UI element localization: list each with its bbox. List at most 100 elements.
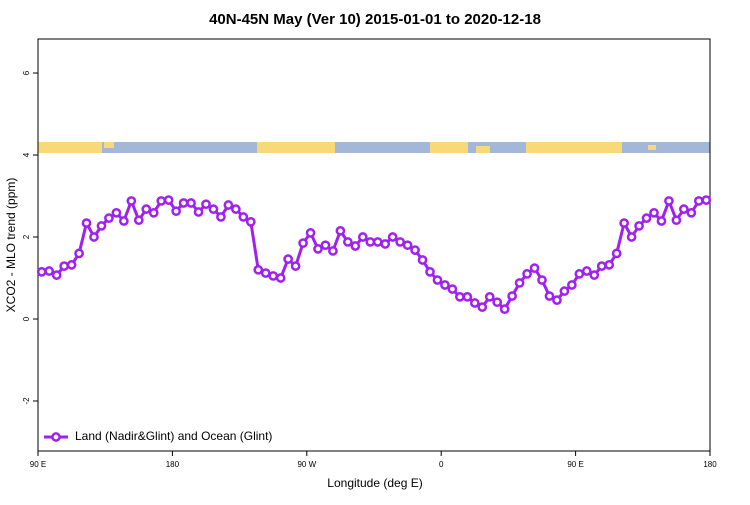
data-point [119,216,129,226]
data-point [66,260,77,270]
data-point [671,215,682,226]
data-point [499,304,510,315]
ocean-strip [38,142,710,153]
data-point [634,221,644,231]
data-point [216,212,226,222]
data-point [559,286,570,296]
data-point [455,292,465,302]
data-point [656,216,667,226]
x-axis-label: Longitude (deg E) [327,476,422,490]
data-point [425,267,435,277]
data-point [664,196,674,206]
legend-marker [51,432,61,442]
data-point [178,198,189,208]
land-strip [526,142,622,153]
data-point [186,198,196,208]
data-point [305,228,316,238]
data-point [417,255,428,265]
data-point [208,204,219,214]
data-point [163,195,174,205]
data-point [686,207,697,218]
y-tick-label: 0 [22,316,31,321]
data-point [268,271,279,281]
y-axis-label: XCO2 - MLO trend (ppm) [4,178,18,313]
land-strip [38,142,102,153]
data-point [44,266,55,276]
data-point [387,232,398,242]
data-point [365,237,376,247]
data-point [581,266,592,276]
surface-strip [38,142,710,153]
data-point [238,212,249,222]
data-point [357,232,368,242]
data-point [372,237,383,247]
data-point [626,232,637,242]
data-point [679,204,689,214]
data-point [290,261,301,271]
land-strip [257,142,335,153]
y-tick-label: 6 [22,70,31,75]
land-strip [476,146,490,153]
data-point [537,275,547,285]
x-tick-label: 180 [166,460,180,469]
data-point [350,241,361,251]
data-point [477,302,488,312]
data-point [552,295,562,305]
x-tick-label: 90 E [567,460,583,469]
data-point [335,226,346,236]
data-point [567,280,577,290]
data-point [484,292,495,302]
data-point [298,238,308,249]
legend-label: Land (Nadir&Glint) and Ocean (Glint) [75,429,272,443]
data-point [410,245,420,255]
y-tick-label: -2 [22,397,31,405]
y-tick-label: 4 [22,152,31,157]
data-point [59,261,69,271]
data-point [126,196,137,206]
data-point [231,204,241,214]
data-point [649,207,659,218]
data-point [36,267,47,277]
x-tick-label: 180 [703,460,717,469]
data-point [395,237,405,247]
data-point [693,196,704,206]
data-point [171,206,181,217]
data-point [343,237,353,247]
data-point [611,248,622,259]
data-point [148,207,159,218]
data-point [133,215,144,226]
data-point [283,254,293,264]
data-point [223,200,234,210]
data-point [641,213,652,223]
data-point [402,240,413,251]
data-point [514,278,525,288]
chart-title: 40N-45N May (Ver 10) 2015-01-01 to 2020-… [209,11,541,28]
plot-frame [37,38,711,452]
data-point [604,260,615,270]
data-point [193,207,204,217]
y-tick-label: 2 [22,234,31,239]
data-point [89,232,99,242]
data-point [574,269,585,279]
data-point [619,218,629,228]
land-strip [648,145,656,150]
data-point [701,195,712,205]
data-point [51,270,62,280]
data-point [201,199,211,210]
data-point [156,196,167,206]
x-tick-label: 90 W [297,460,316,469]
data-point [469,298,480,308]
data-point [253,264,264,275]
x-tick-label: 90 E [30,460,46,469]
data-point [522,269,532,279]
data-point [507,291,517,301]
data-point [111,207,122,218]
data-point [96,221,107,231]
data-point [447,284,458,294]
data-point [380,239,391,249]
data-point [492,297,503,308]
data-point [313,244,323,254]
data-point [275,273,286,283]
